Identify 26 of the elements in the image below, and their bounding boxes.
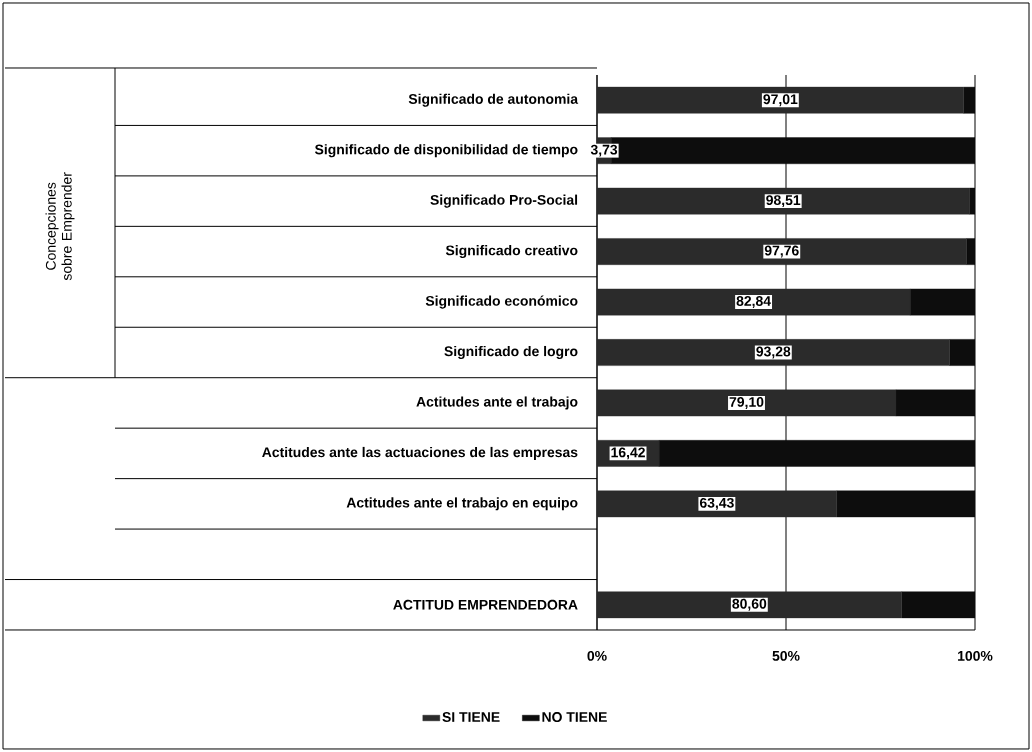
data-label: 82,84 [736, 296, 771, 308]
data-label: 79,10 [729, 396, 764, 409]
data-label: 80,60 [732, 598, 767, 611]
data-label: 3,73 [590, 144, 618, 157]
y-tick-label: Actitudes ante las actuaciones de las empresas [262, 446, 578, 460]
y-tick-label: Actitudes ante el trabajo en equipo [346, 497, 578, 511]
y-tick-label: Significado creativo [445, 245, 578, 259]
y-tick-label: Significado Pro-Social [430, 194, 578, 208]
data-label: 16,42 [611, 447, 645, 460]
data-label: 98,51 [766, 195, 801, 208]
x-tick-label: 0% [587, 650, 607, 661]
y-tick-label: Significado de autonomia [408, 93, 579, 107]
data-label: 97,01 [763, 94, 798, 107]
data-label: 63,43 [699, 497, 734, 510]
x-tick-label: 100% [958, 650, 993, 661]
legend-label: NO TIENE [542, 712, 607, 722]
data-label: 93,28 [756, 346, 791, 359]
y-tick-label: ACTITUD EMPRENDEDORA [393, 599, 578, 610]
text: Concepciones sobre Emprender [45, 172, 75, 281]
data-label: 97,76 [764, 245, 799, 258]
y-tick-label: Significado económico [425, 295, 578, 309]
y-tick-label: Significado de logro [444, 345, 578, 360]
legend-label: SI TIENE [442, 712, 500, 722]
x-tick-label: 50% [772, 650, 800, 661]
y-tick-label: Actitudes ante el trabajo [416, 396, 578, 410]
y-tick-label: Significado de disponibilidad de tiempo [314, 144, 578, 158]
